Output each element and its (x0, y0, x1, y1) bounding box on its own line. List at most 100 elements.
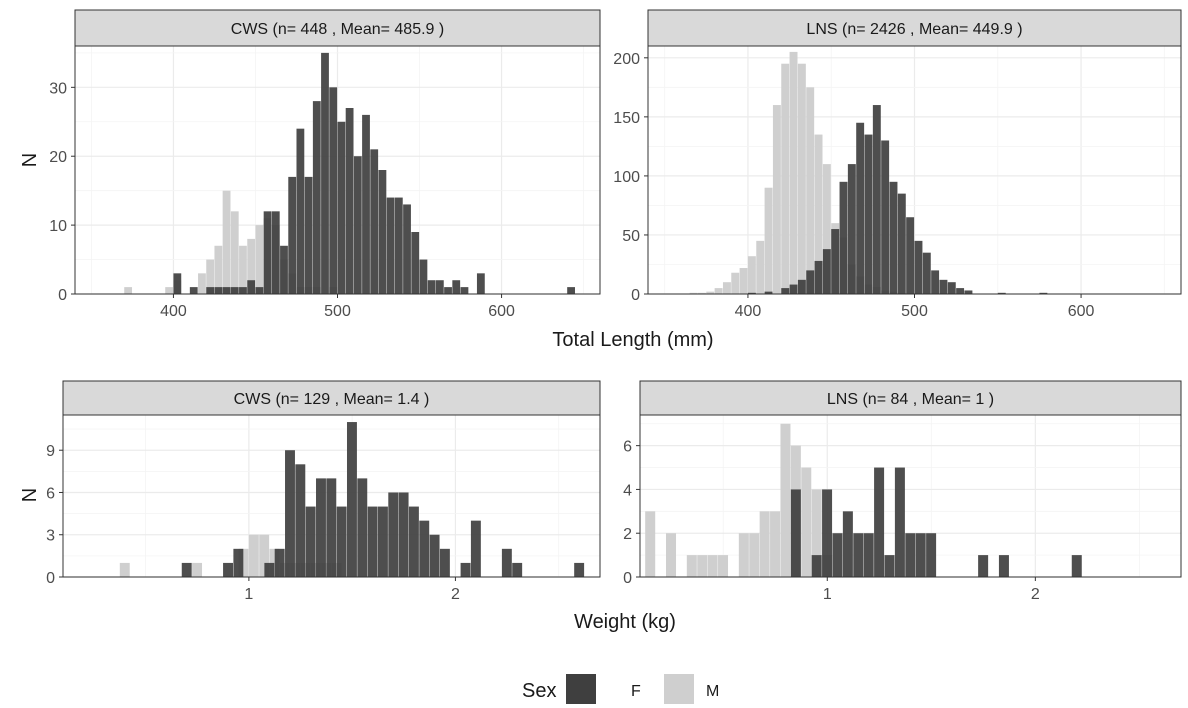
bar-f (964, 290, 973, 294)
bar-f (978, 555, 989, 577)
bar-f (388, 492, 399, 577)
strip-label-weight-cws: CWS (n= 129 , Mean= 1.4 ) (234, 391, 430, 408)
bar-m (722, 282, 731, 294)
bar-f (822, 489, 833, 577)
bar-m (666, 533, 677, 577)
bar-f (419, 520, 430, 577)
y-tick-label: 50 (622, 228, 640, 245)
bar-m (772, 105, 781, 294)
bar-f (357, 478, 368, 577)
bar-m (789, 51, 798, 295)
bar-f (831, 229, 840, 294)
y-tick-label: 0 (631, 287, 640, 304)
bar-f (419, 259, 428, 294)
bar-m (759, 511, 770, 577)
bar-m (806, 87, 815, 294)
bar-f (452, 280, 461, 294)
bar-m (697, 555, 708, 577)
bar-m (697, 292, 706, 294)
bar-f (789, 284, 798, 294)
bar-m (781, 63, 790, 294)
bar-f (280, 245, 288, 294)
x-axis-title-weight: Weight (kg) (574, 611, 676, 633)
bar-m (269, 548, 280, 577)
bar-f (346, 422, 357, 577)
bar-f (906, 217, 915, 294)
bar-f (997, 292, 1006, 294)
bar-f (884, 555, 895, 577)
bar-m (718, 555, 729, 577)
legend-title: Sex (522, 680, 556, 702)
y-tick-label: 20 (49, 149, 67, 166)
bar-f (403, 204, 411, 294)
bar-m (689, 292, 698, 294)
histogram-panels: CWS (n= 448 , Mean= 485.9 )400 500 6000102… (46, 9, 1182, 603)
y-tick-label: 10 (49, 218, 67, 235)
bar-f (460, 562, 471, 577)
legend-label-f: F (631, 683, 641, 700)
bar-f (872, 105, 881, 294)
bar-m (331, 562, 342, 577)
bar-m (749, 533, 760, 577)
legend-key-m (664, 674, 694, 704)
bar-m (756, 240, 765, 294)
strip-label-length-lns: LNS (n= 2426 , Mean= 449.9 ) (806, 21, 1022, 38)
bar-m (119, 562, 130, 577)
bar-m (686, 555, 697, 577)
bar-f (797, 279, 806, 294)
bar-f (305, 506, 316, 577)
y-tick-label: 0 (58, 287, 67, 304)
bar-m (290, 562, 301, 577)
bar-m (124, 287, 133, 294)
bar-f (408, 506, 419, 577)
bar-f (790, 489, 801, 577)
panel-border (62, 414, 601, 578)
bar-f (362, 114, 370, 294)
bar-f (247, 280, 256, 294)
y-tick-label: 4 (623, 482, 632, 499)
x-tick-label: 400 (160, 303, 187, 320)
strip-label-length-cws: CWS (n= 448 , Mean= 485.9 ) (231, 21, 444, 38)
bar-f (847, 164, 856, 294)
bar-m (321, 562, 332, 577)
y-tick-label: 200 (613, 51, 640, 68)
x-tick-label: 600 (1068, 303, 1095, 320)
strip-weight-lns (639, 380, 1182, 416)
bar-f (398, 492, 409, 577)
bar-m (310, 562, 321, 577)
legend-label-m: M (706, 683, 719, 700)
bar-m (300, 562, 311, 577)
bar-f (263, 211, 272, 294)
bar-f (439, 548, 450, 577)
bar-f (214, 287, 223, 294)
bar-f (429, 534, 440, 577)
y-axis-title-weight: N (19, 488, 41, 502)
bar-f (295, 464, 306, 577)
legend-key-f (566, 674, 596, 704)
bar-f (367, 506, 378, 577)
panel-length-cws: CWS (n= 448 , Mean= 485.9 ) 400 500 600 0 10 2… (49, 9, 601, 320)
bar-f (296, 128, 305, 294)
bar-m (165, 287, 174, 294)
bar-f (288, 176, 297, 294)
bar-f (337, 121, 346, 295)
bar-f (223, 562, 233, 577)
bar-m (770, 511, 781, 577)
bar-m (247, 238, 256, 294)
bar-f (230, 287, 239, 294)
bar-f (1039, 292, 1048, 294)
bar-f (905, 533, 916, 577)
x-tick-label: 2 (451, 586, 460, 603)
bar-f (239, 287, 247, 294)
y-tick-label: 0 (46, 570, 55, 587)
y-tick-label: 0 (623, 570, 632, 587)
bar-f (998, 555, 1009, 577)
bar-f (764, 291, 773, 294)
bar-m (222, 190, 231, 294)
bar-f (931, 270, 940, 294)
bar-m (801, 467, 812, 577)
bar-m (706, 291, 715, 294)
bar-f (411, 232, 420, 294)
bar-f (312, 101, 321, 294)
